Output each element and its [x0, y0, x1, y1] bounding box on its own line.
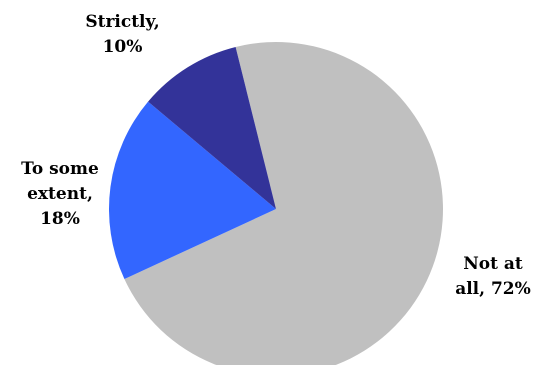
pie-slice-strictly [148, 46, 276, 210]
slice-label-not-at-all: Not at all, 72% [448, 252, 538, 302]
pie-slice-to-some-extent [108, 101, 276, 280]
slice-label-line: To some [21, 159, 99, 179]
slice-label-line: extent, [27, 184, 93, 204]
pie-slice-not-at-all [124, 42, 443, 365]
slice-label-line: 10% [102, 37, 143, 57]
slice-label-line: Not at [463, 254, 523, 274]
slice-label-to-some-extent: To some extent, 18% [10, 157, 110, 232]
slice-label-line: all, 72% [455, 279, 531, 299]
slice-label-line: Strictly, [85, 12, 160, 32]
slice-label-strictly: Strictly, 10% [70, 10, 175, 60]
slice-label-line: 18% [40, 209, 80, 229]
